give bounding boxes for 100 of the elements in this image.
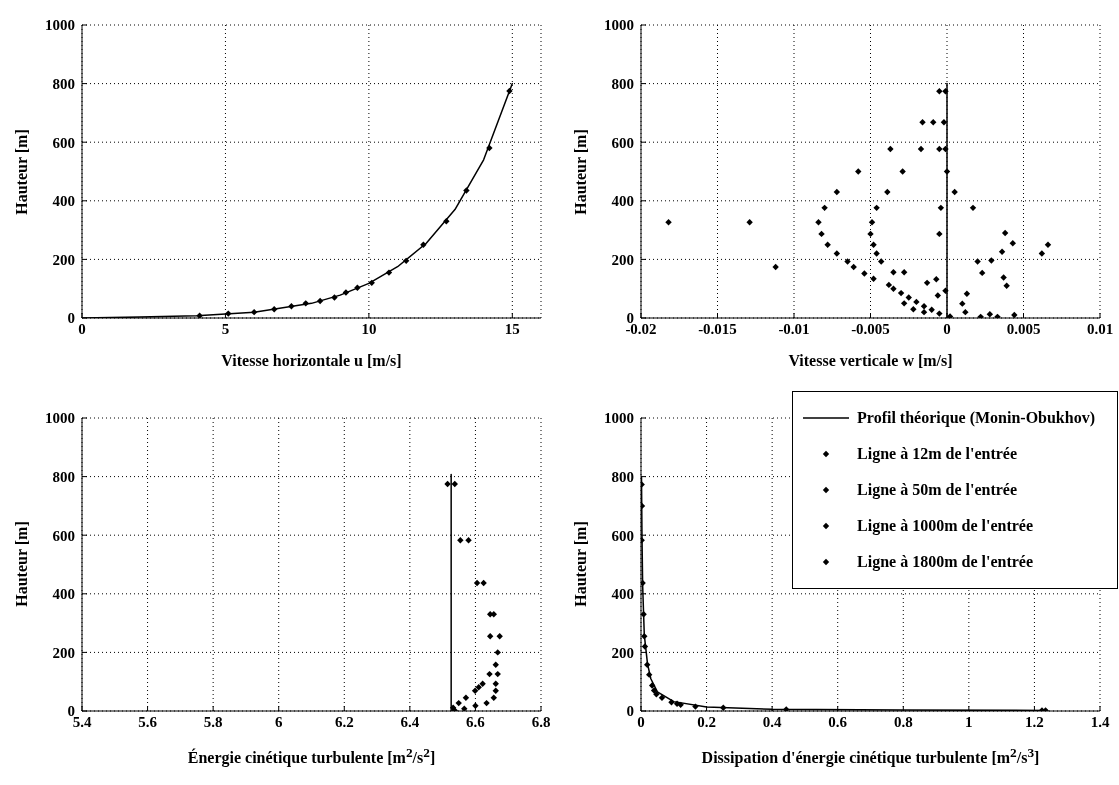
y-tick-label: 200	[611, 644, 634, 661]
x-axis-title: Dissipation d'énergie cinétique turbulente [m$^{2}$/s$^{3}$]	[700, 744, 1041, 767]
y-tick-label: 200	[611, 251, 634, 268]
x-tick-label: 15	[504, 320, 520, 337]
y-tick-label: 400	[611, 585, 634, 602]
point	[402, 257, 410, 265]
point	[368, 279, 375, 287]
x-axis-title: Énergie cinétique turbulente [m$^{2}$/s$^{2}$]	[186, 744, 437, 767]
point	[451, 480, 458, 487]
point	[483, 699, 490, 706]
point	[420, 241, 427, 248]
y-tick-label: 600	[52, 527, 75, 544]
point	[271, 306, 278, 313]
point	[444, 480, 451, 487]
y-tick-label: 400	[52, 585, 75, 602]
x-tick-label: 0.2	[697, 713, 716, 730]
point	[342, 289, 350, 296]
point	[496, 632, 503, 639]
x-tick-label: 1.4	[1090, 713, 1110, 730]
x-tick-label: 0	[943, 320, 951, 337]
point	[650, 686, 658, 694]
point	[641, 579, 646, 586]
point	[463, 187, 470, 194]
y-axis-title: Hauteur [m]	[13, 521, 31, 607]
y-axis-title: Hauteur [m]	[572, 521, 590, 607]
point	[641, 632, 648, 639]
point	[492, 661, 499, 668]
x-tick-label: 5.6	[138, 713, 158, 730]
point	[385, 269, 393, 276]
point	[480, 579, 487, 586]
y-axis-title: Hauteur [m]	[572, 128, 590, 215]
y-tick-label: 1000	[604, 17, 634, 34]
y-tick-label: 0	[67, 702, 75, 719]
y-tick-label: 600	[611, 527, 634, 544]
point	[486, 144, 493, 152]
point	[1042, 706, 1049, 711]
x-tick-label: 1	[965, 713, 973, 730]
point	[492, 687, 499, 694]
point	[494, 670, 501, 677]
x-tick-label: 0	[78, 320, 86, 337]
point	[692, 702, 699, 710]
point	[646, 670, 653, 678]
y-tick-label: 0	[626, 702, 634, 719]
y-tick-label: 400	[52, 193, 75, 210]
point	[641, 610, 647, 618]
point	[443, 218, 450, 225]
legend-label: Profil théorique (Monin-Obukhov)	[857, 408, 1095, 427]
x-tick-label: 6.2	[334, 713, 354, 730]
point	[462, 694, 470, 701]
y-tick-label: 600	[611, 134, 634, 151]
point	[225, 310, 232, 317]
legend-label: Ligne à 12m de l'entrée	[857, 444, 1018, 463]
x-tick-label: 0	[637, 713, 645, 730]
y-tick-label: 200	[52, 251, 75, 268]
x-tick-label: 6.8	[531, 713, 551, 730]
point	[471, 687, 479, 694]
x-tick-label: 10	[361, 320, 377, 337]
legend-label: Ligne à 1000m de l'entrée	[857, 516, 1034, 535]
point	[648, 681, 656, 689]
point	[455, 699, 462, 706]
x-tick-label: -0.005	[851, 320, 890, 337]
x-tick-label: 6.6	[466, 713, 486, 730]
legend-label: Ligne à 50m de l'entrée	[857, 480, 1018, 499]
x-tick-label: 0.005	[1006, 320, 1041, 337]
point	[668, 698, 675, 705]
x-tick-label: 5.8	[203, 713, 223, 730]
point	[475, 683, 482, 690]
x-tick-label: -0.01	[778, 320, 810, 337]
x-tick-label: 0.4	[762, 713, 783, 730]
point	[302, 300, 309, 307]
point	[196, 312, 203, 318]
point	[465, 536, 472, 543]
point	[658, 694, 666, 701]
x-tick-label: 0.6	[828, 713, 848, 730]
point	[288, 303, 295, 310]
point	[486, 632, 494, 639]
point	[653, 690, 660, 697]
y-tick-label: 800	[611, 75, 634, 92]
y-axis-title: Hauteur [m]	[13, 128, 31, 215]
x-axis-title: Vitesse horizontale u [m/s]	[220, 352, 403, 370]
y-tick-label: 1000	[45, 17, 75, 34]
y-tick-label: 1000	[604, 409, 634, 426]
point	[457, 536, 464, 543]
y-tick-label: 800	[611, 468, 634, 485]
point	[331, 294, 338, 301]
y-tick-label: 600	[52, 134, 75, 151]
point	[250, 308, 258, 316]
x-axis-title: Vitesse verticale w [m/s]	[787, 352, 954, 370]
point	[316, 297, 324, 305]
point	[486, 670, 493, 677]
point	[783, 705, 790, 711]
point	[720, 704, 727, 711]
point	[473, 579, 481, 586]
point	[673, 699, 681, 707]
point	[492, 680, 499, 687]
x-tick-label: 5	[221, 320, 230, 337]
point	[354, 284, 361, 292]
x-tick-label: 6	[274, 713, 283, 730]
y-tick-label: 1000	[45, 409, 75, 426]
y-tick-label: 200	[52, 644, 75, 661]
